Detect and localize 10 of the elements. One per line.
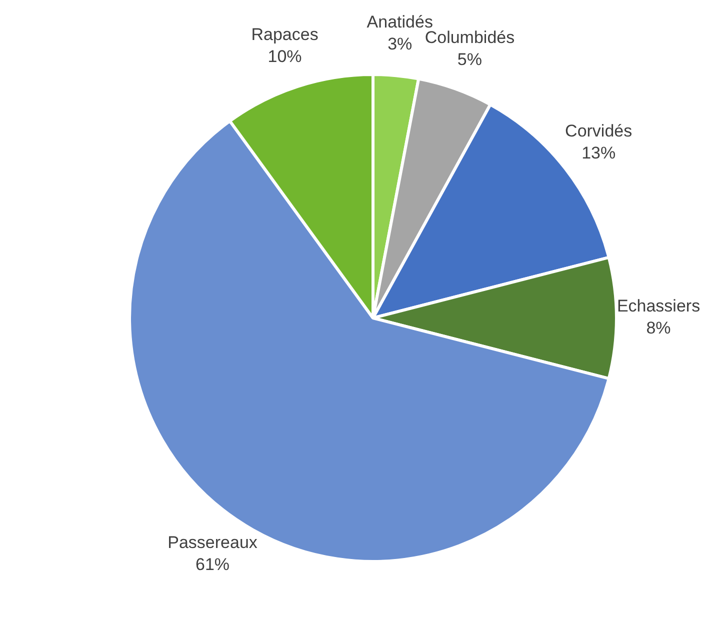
slice-label: Passereaux (168, 532, 258, 552)
data-label: 61% (196, 554, 230, 574)
data-label: 8% (646, 318, 671, 338)
data-label: 13% (582, 144, 616, 163)
data-label: 3% (388, 34, 412, 54)
slice-label: Rapaces (251, 25, 318, 44)
data-label: 10% (268, 47, 302, 66)
slice-label: Corvidés (565, 122, 632, 141)
slice-label: Echassiers (616, 296, 700, 316)
data-label: 5% (457, 50, 482, 70)
